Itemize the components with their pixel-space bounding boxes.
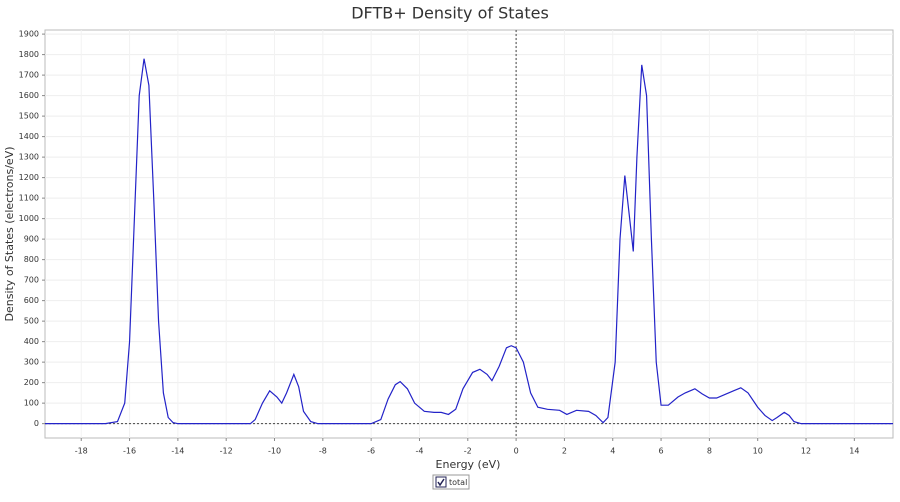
y-tick-label: 300 (24, 358, 39, 367)
y-tick-label: 0 (34, 419, 39, 428)
y-tick-label: 1800 (19, 50, 39, 59)
y-tick-label: 700 (24, 276, 39, 285)
x-tick-label: -10 (268, 447, 281, 456)
x-tick-label: -18 (75, 447, 88, 456)
y-tick-label: 1300 (19, 153, 39, 162)
y-tick-label: 1600 (19, 91, 39, 100)
y-tick-label: 100 (24, 399, 39, 408)
y-tick-label: 1100 (19, 194, 39, 203)
x-tick-label: -6 (367, 447, 375, 456)
chart-title: DFTB+ Density of States (351, 4, 549, 23)
x-tick-label: -2 (464, 447, 472, 456)
y-tick-label: 1500 (19, 112, 39, 121)
y-tick-label: 900 (24, 235, 39, 244)
y-tick-label: 1400 (19, 132, 39, 141)
x-tick-label: -8 (319, 447, 327, 456)
y-tick-label: 600 (24, 296, 39, 305)
x-tick-label: 0 (514, 447, 519, 456)
x-tick-label: 4 (610, 447, 615, 456)
y-tick-label: 500 (24, 317, 39, 326)
x-tick-label: -4 (415, 447, 423, 456)
y-tick-label: 800 (24, 255, 39, 264)
y-tick-label: 400 (24, 337, 39, 346)
x-axis-label: Energy (eV) (436, 458, 501, 471)
x-tick-label: 14 (849, 447, 859, 456)
x-tick-label: -12 (220, 447, 233, 456)
y-tick-label: 1700 (19, 71, 39, 80)
y-tick-label: 1200 (19, 173, 39, 182)
x-tick-label: 6 (659, 447, 664, 456)
check-mark (437, 478, 445, 487)
y-tick-label: 1000 (19, 214, 39, 223)
x-tick-label: -16 (123, 447, 136, 456)
y-axis-label: Density of States (electrons/eV) (3, 146, 16, 321)
x-tick-label: -14 (171, 447, 184, 456)
y-tick-label: 200 (24, 378, 39, 387)
series-line (45, 58, 893, 425)
x-tick-label: 12 (801, 447, 811, 456)
legend-checkbox[interactable] (435, 476, 447, 488)
x-tick-label: 2 (562, 447, 567, 456)
x-tick-label: 10 (753, 447, 763, 456)
y-tick-label: 1900 (19, 30, 39, 39)
x-tick-label: 8 (707, 447, 712, 456)
plot-area (44, 29, 894, 439)
legend-label: total (449, 478, 467, 487)
